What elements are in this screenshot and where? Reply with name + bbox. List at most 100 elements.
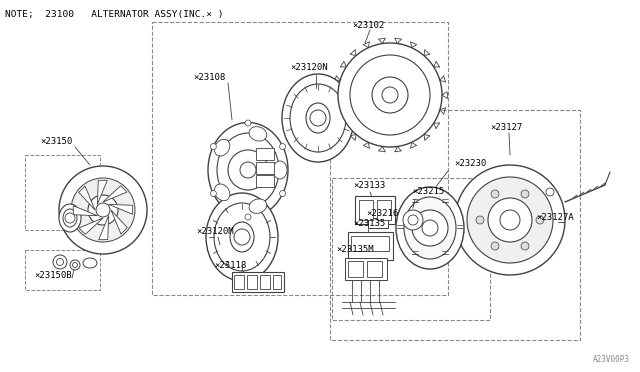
Bar [359,200,373,220]
Circle shape [65,213,75,223]
Ellipse shape [214,203,270,271]
Circle shape [211,144,216,150]
Ellipse shape [306,103,330,133]
Circle shape [310,110,326,126]
Ellipse shape [83,258,97,268]
Circle shape [412,210,448,246]
Polygon shape [74,206,97,216]
Circle shape [500,210,520,230]
Bar [232,272,284,292]
Text: ×23150: ×23150 [40,138,72,147]
Circle shape [408,215,418,225]
Bar [351,236,389,251]
Circle shape [338,43,442,147]
Bar [367,261,382,277]
Ellipse shape [290,84,346,152]
Text: ×23102: ×23102 [352,20,384,29]
Text: ×23127: ×23127 [490,122,522,131]
Circle shape [71,178,135,242]
Circle shape [467,177,553,263]
Text: ×23120M: ×23120M [196,227,234,235]
Bar [256,162,274,174]
Circle shape [422,220,438,236]
Circle shape [240,162,256,178]
Circle shape [491,190,499,198]
Polygon shape [111,210,127,234]
Ellipse shape [63,209,77,227]
Circle shape [536,216,544,224]
Bar [377,200,391,220]
Circle shape [234,229,250,245]
Circle shape [70,260,80,270]
Ellipse shape [59,204,81,232]
Text: ×23118: ×23118 [214,260,246,269]
Circle shape [403,210,423,230]
Circle shape [96,203,110,217]
Ellipse shape [249,199,267,214]
Bar [25,155,100,230]
Ellipse shape [206,193,278,281]
Bar [273,275,281,289]
Bar [348,261,363,277]
Ellipse shape [217,133,279,207]
Circle shape [280,190,285,196]
Circle shape [53,255,67,269]
Ellipse shape [208,122,288,218]
Circle shape [521,190,529,198]
Circle shape [228,150,268,190]
Circle shape [72,263,77,267]
Circle shape [211,190,216,196]
Circle shape [59,166,147,254]
Polygon shape [79,186,95,210]
Text: A23V00P3: A23V00P3 [593,356,630,365]
Bar [256,175,274,187]
Text: ×23230: ×23230 [454,160,486,169]
Bar [345,258,387,280]
Ellipse shape [273,161,287,179]
Bar [247,275,257,289]
Polygon shape [103,186,127,202]
Circle shape [372,77,408,113]
Bar [348,232,393,260]
Text: NOTE;  23100   ALTERNATOR ASSY(INC.× ): NOTE; 23100 ALTERNATOR ASSY(INC.× ) [5,10,223,19]
Circle shape [88,195,118,225]
Bar [256,148,274,160]
Circle shape [488,198,532,242]
Polygon shape [109,204,132,214]
Ellipse shape [214,139,230,156]
Ellipse shape [404,197,456,259]
Text: ×23133: ×23133 [353,180,385,189]
Circle shape [245,214,251,220]
Polygon shape [79,218,103,234]
Text: ×23135: ×23135 [353,219,385,228]
Text: ×23216: ×23216 [366,208,398,218]
Circle shape [245,120,251,126]
Ellipse shape [230,222,254,252]
Bar [368,218,388,228]
Circle shape [455,165,565,275]
Text: ×23150B: ×23150B [34,272,72,280]
Text: ×23215: ×23215 [412,187,444,196]
Polygon shape [99,216,109,240]
Circle shape [521,242,529,250]
Text: ×23135M: ×23135M [336,246,374,254]
Ellipse shape [214,184,230,201]
Bar [260,275,270,289]
Ellipse shape [249,126,267,141]
Circle shape [546,188,554,196]
Circle shape [382,87,398,103]
Bar [234,275,244,289]
Ellipse shape [282,74,354,162]
Bar [355,196,395,224]
Circle shape [491,242,499,250]
Circle shape [56,259,63,266]
Polygon shape [97,180,108,204]
Bar [25,250,100,290]
Ellipse shape [396,187,464,269]
Circle shape [280,144,285,150]
Text: ×23127A: ×23127A [536,214,573,222]
Text: ×23108: ×23108 [193,73,225,81]
Text: ×23120N: ×23120N [290,64,328,73]
Circle shape [476,216,484,224]
Circle shape [350,55,430,135]
